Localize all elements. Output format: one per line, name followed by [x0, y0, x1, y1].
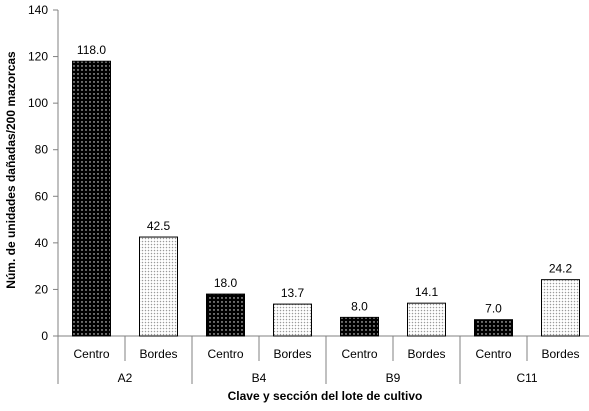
data-label: 14.1: [415, 285, 439, 299]
data-label: 24.2: [549, 262, 573, 276]
x-section-label: Centro: [207, 347, 243, 361]
x-group-label: C11: [516, 371, 537, 385]
x-group-label: B9: [386, 371, 401, 385]
y-tick-label: 0: [41, 329, 48, 343]
y-tick-label: 80: [35, 143, 49, 157]
x-section-label: Bordes: [273, 347, 311, 361]
bar-C11-centro: [474, 319, 513, 337]
y-tick-label: 140: [28, 3, 48, 17]
bar-B9-centro: [340, 316, 379, 337]
x-section-label: Bordes: [541, 347, 579, 361]
data-label: 8.0: [351, 299, 368, 313]
bar-A2-bordes: [139, 236, 178, 337]
y-axis-title: Núm. de unidades dañadas/200 mazorcas: [4, 51, 18, 289]
data-label: 13.7: [281, 286, 305, 300]
y-tick-label: 20: [35, 282, 49, 296]
data-label: 18.0: [214, 276, 238, 290]
x-section-label: Bordes: [407, 347, 445, 361]
x-section-label: Centro: [341, 347, 377, 361]
data-label: 7.0: [485, 302, 502, 316]
bars: [72, 60, 580, 337]
y-tick-label: 40: [35, 236, 49, 250]
bar-B4-centro: [206, 293, 245, 337]
labels: 0 20 40 60 80 100 120 140 118.0 Centro 42.5 Bordes 1…: [28, 3, 580, 385]
data-label: 118.0: [77, 43, 106, 57]
bar-B4-bordes: [273, 303, 312, 337]
data-label: 42.5: [147, 219, 171, 233]
x-section-label: Centro: [73, 347, 109, 361]
bar-A2-centro: [72, 60, 111, 337]
x-group-label: B4: [252, 371, 267, 385]
x-axis-title: Clave y sección del lote de cultivo: [228, 389, 423, 403]
bar-B9-bordes: [407, 302, 446, 337]
y-tick-label: 60: [35, 189, 49, 203]
y-tick-label: 120: [28, 50, 48, 64]
bar-C11-bordes: [541, 279, 580, 337]
x-section-label: Bordes: [139, 347, 177, 361]
x-group-label: A2: [118, 371, 133, 385]
x-section-label: Centro: [475, 347, 511, 361]
y-tick-label: 100: [28, 96, 48, 110]
